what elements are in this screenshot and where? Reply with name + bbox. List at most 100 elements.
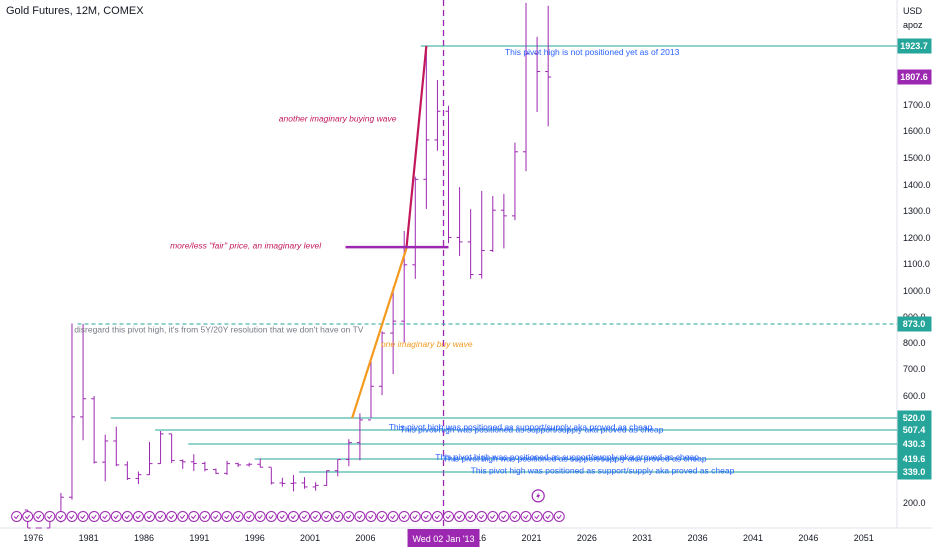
annotation-text: This pivot high was positioned as suppor…: [443, 454, 707, 464]
event-marker-icon: [77, 511, 89, 522]
currency-label[interactable]: USD: [903, 6, 923, 16]
event-marker-glyph: [523, 514, 529, 520]
event-marker-icon: [420, 511, 432, 522]
event-marker-icon: [177, 511, 189, 522]
x-tick-label: 2026: [577, 533, 597, 543]
event-marker-glyph: [368, 514, 374, 520]
y-tick-label: 1700.0: [903, 100, 931, 110]
event-marker-icon: [99, 511, 111, 522]
event-marker-glyph: [168, 514, 175, 520]
annotation-text: disregard this pivot high, it's from 5Y/…: [74, 325, 364, 335]
event-marker-glyph: [545, 514, 551, 520]
event-marker-glyph: [24, 514, 31, 520]
event-marker-glyph: [213, 514, 219, 520]
price-label-text: 520.0: [903, 413, 926, 423]
event-marker-glyph: [412, 514, 418, 520]
y-tick-label: 600.0: [903, 391, 926, 401]
event-marker-glyph: [467, 514, 474, 520]
event-marker-icon: [121, 511, 133, 522]
annotation-text: This pivot high is not positioned yet as…: [505, 47, 680, 57]
event-marker-glyph: [268, 514, 274, 520]
price-label-text: 1807.6: [900, 72, 928, 82]
highlight-date-badge: [407, 529, 480, 547]
event-marker-glyph: [323, 514, 330, 520]
event-marker-icon: [531, 511, 543, 522]
event-marker-glyph: [334, 514, 341, 520]
event-marker-icon: [232, 511, 244, 522]
event-marker-glyph: [102, 514, 108, 520]
annotation-text: This pivot high was positioned as suppor…: [400, 424, 664, 434]
event-marker-glyph: [423, 514, 429, 520]
event-marker-glyph: [246, 514, 252, 520]
event-marker-icon: [144, 511, 155, 522]
event-marker-icon: [188, 511, 200, 522]
event-marker-icon: [299, 511, 311, 522]
annotation-text: more/less "fair" price, an imaginary lev…: [170, 240, 322, 250]
user-label: apoz: [903, 20, 923, 30]
event-marker-icon: [431, 511, 443, 522]
x-tick-label: 2041: [743, 533, 763, 543]
price-label-text: 339.0: [903, 467, 926, 477]
event-marker-icon: [354, 511, 366, 522]
event-marker-icon: [542, 511, 554, 522]
event-marker-icon: [210, 511, 222, 522]
highlight-date-label: Wed 02 Jan '13: [412, 534, 474, 544]
x-tick-label: 1981: [79, 533, 99, 543]
event-marker-icon: [310, 511, 322, 522]
price-label-badge: [897, 69, 932, 85]
event-marker-glyph: [312, 514, 319, 520]
x-tick-label: 2006: [355, 533, 375, 543]
event-marker-icon: [254, 511, 266, 522]
event-marker-glyph: [91, 514, 97, 520]
event-marker-glyph: [146, 514, 152, 520]
y-tick-label: 1200.0: [903, 233, 931, 243]
x-tick-label: 2031: [632, 533, 652, 543]
event-marker-icon: [44, 511, 56, 522]
x-tick-label: 2001: [300, 533, 320, 543]
event-marker-icon: [387, 511, 399, 522]
event-marker-glyph: [179, 514, 186, 520]
event-marker-icon: [487, 511, 499, 522]
event-marker-icon: [22, 511, 34, 522]
annotation-text: one imaginary buy wave: [381, 339, 473, 349]
x-tick-label: 1976: [23, 533, 43, 543]
event-marker-glyph: [46, 514, 53, 520]
event-marker-icon: [11, 511, 23, 522]
event-marker-icon: [132, 511, 144, 522]
lightning-icon: [536, 491, 541, 500]
x-tick-label: 2021: [522, 533, 542, 543]
annotation-text: This pivot high was positioned as suppor…: [389, 422, 653, 432]
event-marker-glyph: [224, 514, 230, 520]
event-marker-glyph: [345, 514, 352, 520]
event-marker-icon: [553, 511, 565, 522]
x-tick-label: 2036: [688, 533, 708, 543]
event-marker-glyph: [124, 514, 130, 520]
event-marker-icon: [265, 511, 277, 522]
annotation-text: another imaginary buying wave: [279, 114, 397, 124]
event-marker-icon: [498, 511, 510, 522]
x-tick-label: 2046: [798, 533, 818, 543]
event-marker-glyph: [357, 514, 363, 520]
event-marker-glyph: [401, 514, 407, 520]
price-label-text: 507.4: [903, 425, 926, 435]
event-marker-icon: [276, 511, 288, 522]
event-marker-glyph: [235, 514, 241, 520]
event-marker-icon: [343, 511, 355, 522]
event-marker-icon: [88, 511, 100, 522]
price-label-badge: [897, 436, 932, 452]
y-tick-label: 1400.0: [903, 180, 931, 190]
another-wave-line: [405, 45, 428, 249]
y-tick-label: 1300.0: [903, 206, 931, 216]
event-marker-icon: [443, 511, 454, 522]
price-label-badge: [897, 464, 932, 480]
chart-title: Gold Futures, 12M, COMEX: [6, 5, 144, 17]
one-wave-line: [351, 248, 408, 419]
event-marker-icon: [321, 511, 333, 522]
event-marker-glyph: [489, 514, 496, 520]
event-marker-glyph: [534, 514, 540, 520]
event-marker-icon: [476, 511, 488, 522]
event-marker-glyph: [35, 514, 42, 520]
event-marker-icon: [520, 511, 532, 522]
